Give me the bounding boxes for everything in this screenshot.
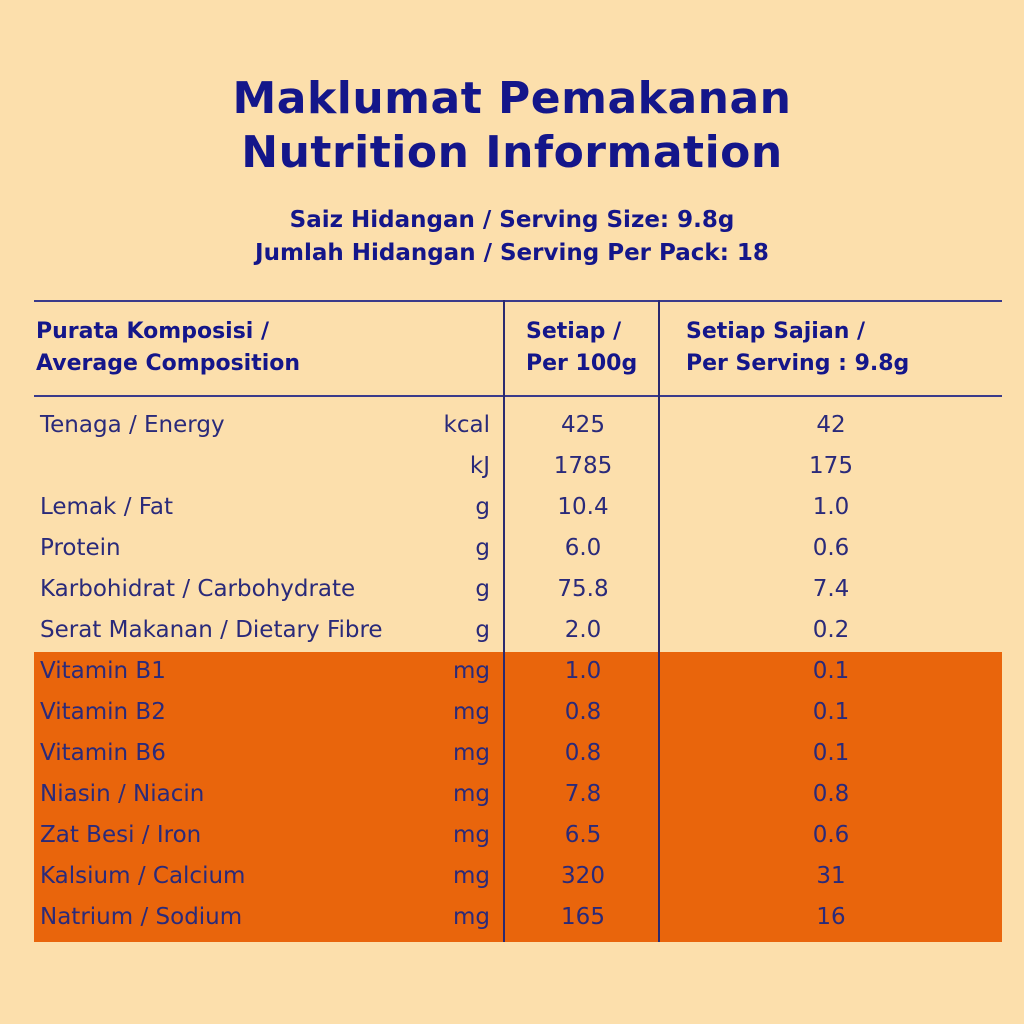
value-per-serving: 16 bbox=[816, 904, 846, 930]
nutrient-name: Lemak / Fat bbox=[40, 494, 173, 520]
nutrient-name: Protein bbox=[40, 535, 121, 561]
value-per-100g: 1.0 bbox=[564, 658, 602, 684]
value-per-serving: 0.1 bbox=[812, 740, 850, 766]
value-per-serving: 0.6 bbox=[812, 822, 850, 848]
value-per-100g: 165 bbox=[561, 904, 605, 930]
value-per-100g: 1785 bbox=[553, 453, 613, 479]
nutrient-unit: mg bbox=[452, 822, 490, 848]
value-per-serving: 0.8 bbox=[812, 781, 850, 807]
nutrient-unit: g bbox=[475, 617, 490, 643]
table-row: Serat Makanan / Dietary Fibre g 2.0 0.2 bbox=[34, 610, 1002, 651]
header-col1-line1: Purata Komposisi / bbox=[36, 319, 270, 344]
nutrient-name: Vitamin B6 bbox=[40, 740, 166, 766]
nutrient-name: Serat Makanan / Dietary Fibre bbox=[40, 617, 383, 643]
value-per-100g: 320 bbox=[561, 863, 605, 889]
nutrient-unit: mg bbox=[452, 781, 490, 807]
value-per-serving: 42 bbox=[816, 412, 846, 438]
value-per-100g: 2.0 bbox=[564, 617, 602, 643]
value-per-100g: 10.4 bbox=[557, 494, 609, 520]
table-row: Karbohidrat / Carbohydrate g 75.8 7.4 bbox=[34, 569, 1002, 610]
nutrient-name: Karbohidrat / Carbohydrate bbox=[40, 576, 356, 602]
value-per-serving: 31 bbox=[816, 863, 846, 889]
value-per-100g: 75.8 bbox=[557, 576, 609, 602]
value-per-serving: 0.1 bbox=[812, 699, 850, 725]
table-row: Vitamin B2 mg 0.8 0.1 bbox=[34, 692, 1002, 733]
value-per-serving: 0.6 bbox=[812, 535, 850, 561]
table-row: Vitamin B1 mg 1.0 0.1 bbox=[34, 651, 1002, 692]
serving-info: Saiz Hidangan / Serving Size: 9.8g Jumla… bbox=[0, 204, 1024, 270]
nutrient-name: Vitamin B2 bbox=[40, 699, 166, 725]
nutrient-unit: mg bbox=[452, 740, 490, 766]
header-col3-line2: Per Serving : 9.8g bbox=[686, 351, 910, 376]
value-per-100g: 7.8 bbox=[564, 781, 602, 807]
header-per-100g: Setiap / Per 100g bbox=[526, 316, 637, 380]
table-row: Vitamin B6 mg 0.8 0.1 bbox=[34, 733, 1002, 774]
table-row: kJ 1785 175 bbox=[34, 446, 1002, 487]
value-per-serving: 7.4 bbox=[812, 576, 850, 602]
nutrition-title: Maklumat Pemakanan Nutrition Information bbox=[0, 72, 1024, 180]
nutrient-name: Zat Besi / Iron bbox=[40, 822, 202, 848]
value-per-serving: 0.1 bbox=[812, 658, 850, 684]
value-per-100g: 6.5 bbox=[564, 822, 602, 848]
nutrient-unit: g bbox=[475, 494, 490, 520]
nutrient-name: Tenaga / Energy bbox=[40, 412, 225, 438]
nutrient-unit: kcal bbox=[443, 412, 490, 438]
nutrient-name: Vitamin B1 bbox=[40, 658, 166, 684]
header-average-composition: Purata Komposisi / Average Composition bbox=[36, 316, 300, 380]
header-col1-line2: Average Composition bbox=[36, 351, 301, 376]
value-per-100g: 425 bbox=[561, 412, 605, 438]
table-row: Protein g 6.0 0.6 bbox=[34, 528, 1002, 569]
table-row: Lemak / Fat g 10.4 1.0 bbox=[34, 487, 1002, 528]
header-col2-line2: Per 100g bbox=[526, 351, 638, 376]
nutrition-table: Purata Komposisi / Average Composition S… bbox=[34, 300, 1002, 942]
header-col3-line1: Setiap Sajian / bbox=[686, 319, 866, 344]
column-divider-2 bbox=[658, 300, 660, 942]
nutrient-unit: g bbox=[475, 535, 490, 561]
value-per-100g: 6.0 bbox=[564, 535, 602, 561]
nutrient-unit: mg bbox=[452, 699, 490, 725]
nutrient-name: Kalsium / Calcium bbox=[40, 863, 246, 889]
table-row: Tenaga / Energy kcal 425 42 bbox=[34, 405, 1002, 446]
header-per-serving: Setiap Sajian / Per Serving : 9.8g bbox=[686, 316, 909, 380]
value-per-serving: 1.0 bbox=[812, 494, 850, 520]
nutrient-unit: mg bbox=[452, 658, 490, 684]
table-row: Zat Besi / Iron mg 6.5 0.6 bbox=[34, 815, 1002, 856]
title-malay: Maklumat Pemakanan bbox=[232, 73, 792, 124]
nutrient-unit: mg bbox=[452, 863, 490, 889]
serving-size: Saiz Hidangan / Serving Size: 9.8g bbox=[289, 207, 735, 233]
nutrient-unit: g bbox=[475, 576, 490, 602]
table-top-rule bbox=[34, 300, 1002, 302]
table-row: Niasin / Niacin mg 7.8 0.8 bbox=[34, 774, 1002, 815]
nutrient-unit: kJ bbox=[469, 453, 490, 479]
servings-per-pack: Jumlah Hidangan / Serving Per Pack: 18 bbox=[255, 240, 769, 266]
nutrient-name: Natrium / Sodium bbox=[40, 904, 243, 930]
highlight-band bbox=[34, 652, 1002, 942]
value-per-serving: 175 bbox=[809, 453, 853, 479]
nutrient-unit: mg bbox=[452, 904, 490, 930]
table-row: Kalsium / Calcium mg 320 31 bbox=[34, 856, 1002, 897]
header-bottom-rule bbox=[34, 395, 1002, 397]
value-per-100g: 0.8 bbox=[564, 699, 602, 725]
column-divider-1 bbox=[503, 300, 505, 942]
title-english: Nutrition Information bbox=[241, 127, 783, 178]
value-per-serving: 0.2 bbox=[812, 617, 850, 643]
nutrient-name: Niasin / Niacin bbox=[40, 781, 205, 807]
table-row: Natrium / Sodium mg 165 16 bbox=[34, 897, 1002, 938]
header-col2-line1: Setiap / bbox=[526, 319, 622, 344]
value-per-100g: 0.8 bbox=[564, 740, 602, 766]
